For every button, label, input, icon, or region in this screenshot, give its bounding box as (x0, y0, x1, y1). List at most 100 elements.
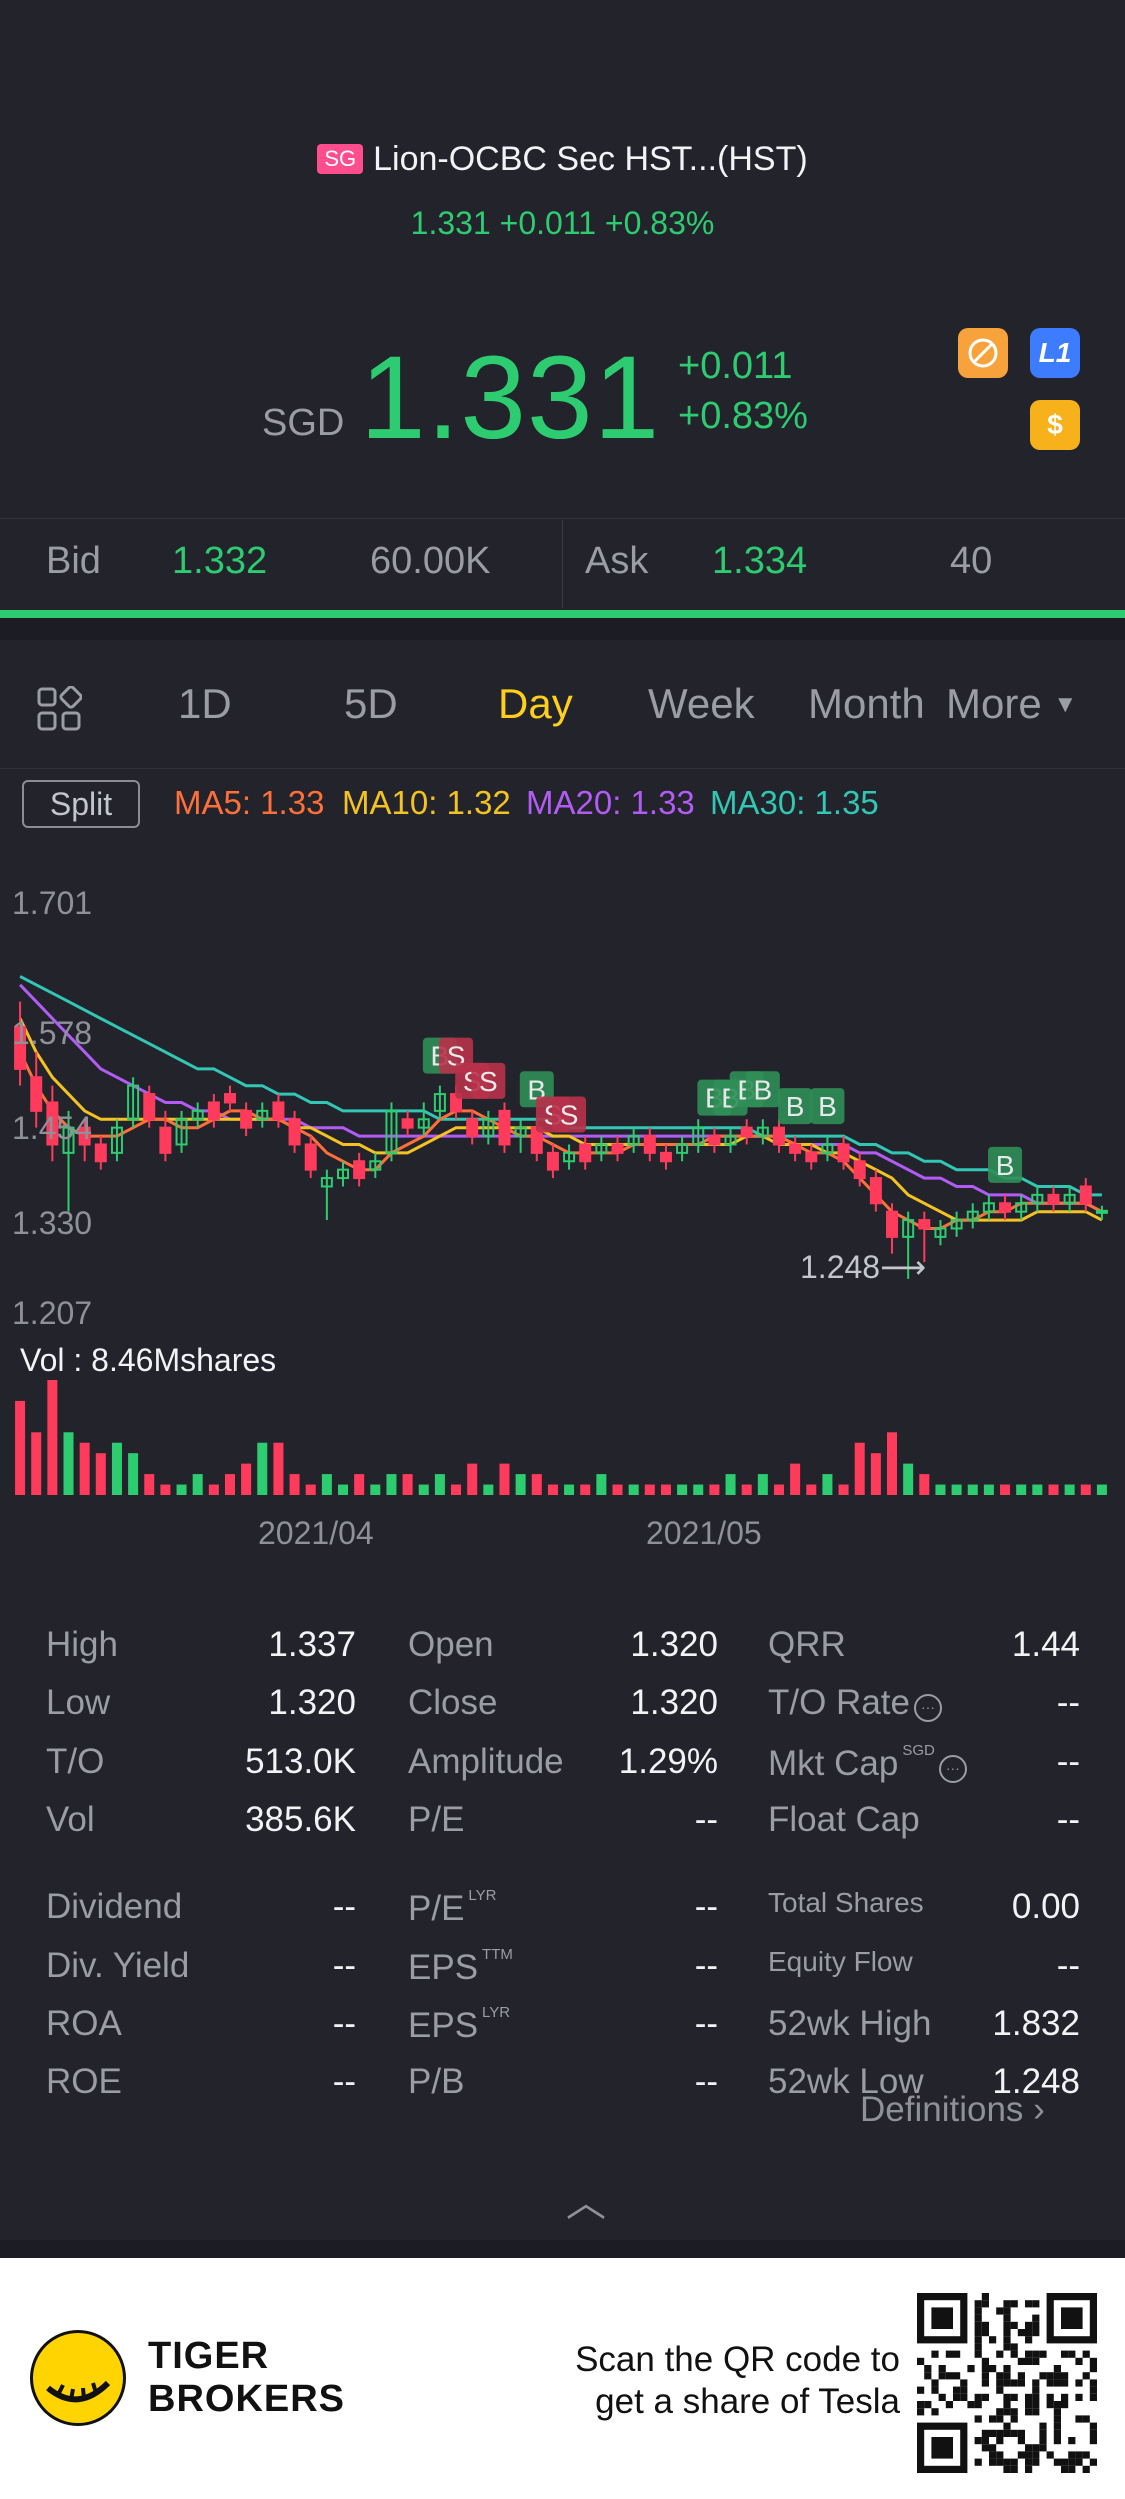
qr-module (1039, 2429, 1047, 2437)
qr-module (1039, 2350, 1047, 2358)
dollar-icon[interactable]: $ (1030, 400, 1080, 450)
candle-body (46, 1101, 59, 1146)
candle-body (385, 1109, 398, 1154)
qr-module (1075, 2393, 1083, 2401)
ma30-label: MA30: 1.35 (710, 784, 879, 821)
stat-label: QRR (768, 1625, 846, 1665)
stat-label: P/E (408, 1800, 464, 1840)
signal-label: B (786, 1091, 805, 1122)
qr-module (1089, 2386, 1097, 2394)
candle-body (805, 1151, 818, 1163)
candle-body (94, 1143, 107, 1163)
qr-module (938, 2372, 946, 2380)
bid-ask-ratio-bar (0, 610, 1125, 618)
qr-module (1046, 2451, 1054, 2459)
qr-module (1032, 2444, 1040, 2452)
split-button[interactable]: Split (22, 780, 140, 828)
volume-bar (208, 1484, 219, 1495)
candle-body (837, 1143, 850, 1163)
candle-body (143, 1093, 156, 1121)
stat-value: -- (694, 2062, 718, 2101)
stat-label-text: Dividend (46, 1887, 183, 1926)
candle-body (579, 1143, 592, 1163)
stat-label: Vol (46, 1800, 95, 1840)
header-sub-change: +0.011 (499, 205, 597, 241)
qr-module (917, 2357, 925, 2365)
caret-down-icon: ▼ (1053, 691, 1078, 718)
buy-signal-marker (778, 1088, 813, 1125)
stat-label: High (46, 1625, 118, 1665)
volume-bar (547, 1484, 558, 1495)
qr-module (1025, 2458, 1033, 2466)
qr-module (1010, 2393, 1018, 2401)
no-ads-icon[interactable] (958, 328, 1008, 378)
info-icon[interactable]: ··· (913, 1694, 942, 1722)
tab-week[interactable]: Week (648, 680, 755, 727)
price-change: +0.011 (678, 345, 793, 387)
candlestick-chart[interactable]: BSSSBSSBBBBBBB (0, 860, 1125, 1510)
candle-body (320, 1177, 333, 1188)
qr-module (1089, 2365, 1097, 2373)
tab-month[interactable]: Month (808, 680, 925, 727)
qr-module (1068, 2437, 1076, 2445)
candle-body (240, 1109, 253, 1129)
tiger-logo-icon (30, 2330, 126, 2426)
qr-module (1061, 2393, 1069, 2401)
tab-more[interactable]: More ▼ (946, 680, 1077, 728)
header-title: SG Lion-OCBC Sec HST...(HST) (0, 140, 1125, 179)
candle-body (627, 1135, 640, 1146)
stat-value: -- (694, 1800, 718, 1839)
candle-body (869, 1177, 882, 1205)
collapse-chevron-icon[interactable]: ︿ (566, 2181, 606, 2225)
qr-module (1025, 2350, 1033, 2358)
qr-module (1053, 2458, 1061, 2466)
info-icon[interactable]: ··· (938, 1755, 967, 1783)
signal-label: B (818, 1091, 837, 1122)
stat-label: ROE (46, 2062, 122, 2102)
tab-5d[interactable]: 5D (344, 680, 398, 727)
definitions-link[interactable]: Definitions › (860, 2090, 1045, 2130)
qr-module (1061, 2401, 1069, 2409)
stat-label: 52wk Low (768, 2062, 924, 2102)
candle-body (1015, 1202, 1028, 1213)
section-separator (0, 2240, 1125, 2258)
volume-bar (806, 1484, 817, 1495)
ma30-line (19, 975, 1102, 1197)
qr-module (989, 2415, 997, 2423)
divider (562, 520, 563, 608)
stat-label[interactable]: Mkt Cap SGD··· (768, 1742, 967, 1784)
candle-body (966, 1210, 979, 1222)
level1-icon[interactable]: L1 (1030, 328, 1080, 378)
qr-module (1053, 2415, 1061, 2423)
candle-body (821, 1143, 834, 1154)
qr-module (974, 2343, 982, 2351)
stat-label[interactable]: T/O Rate ··· (768, 1683, 942, 1723)
tab-1d[interactable]: 1D (178, 680, 232, 727)
qr-module (931, 2408, 939, 2416)
stat-label-text: Open (408, 1625, 494, 1664)
volume-bar (257, 1442, 268, 1495)
volume-bar (741, 1484, 752, 1495)
volume-bar (63, 1432, 74, 1495)
stat-value: 1.320 (268, 1683, 356, 1722)
grid-icon[interactable] (36, 685, 83, 737)
qr-module (1017, 2437, 1025, 2445)
volume-bar (951, 1484, 962, 1495)
candle-body (772, 1126, 785, 1146)
qr-module (1075, 2415, 1083, 2423)
volume-bar (128, 1453, 139, 1495)
stat-label: EPS TTM (408, 1946, 513, 1988)
qr-module (945, 2401, 953, 2409)
qr-module (974, 2458, 982, 2466)
qr-module (1032, 2393, 1040, 2401)
stat-label-text: T/O (46, 1742, 105, 1781)
qr-module (924, 2401, 932, 2409)
currency-label: SGD (262, 402, 345, 444)
candle-body (708, 1135, 721, 1146)
candle-body (643, 1135, 656, 1154)
candle-body (175, 1118, 188, 1146)
tab-day[interactable]: Day (498, 680, 573, 727)
volume-bar (935, 1484, 946, 1495)
ask-size: 40 (950, 540, 993, 582)
candle-body (78, 1126, 91, 1146)
